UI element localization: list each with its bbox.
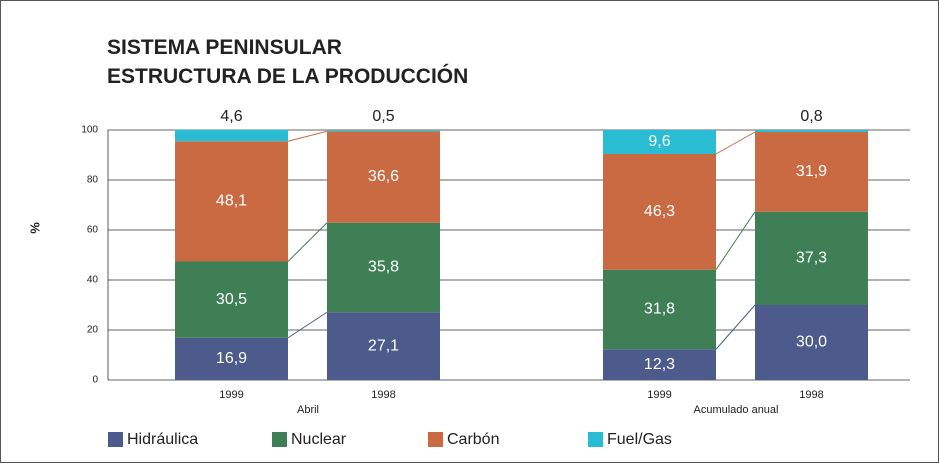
chart-title: SISTEMA PENINSULAR xyxy=(107,36,342,59)
bar-segment xyxy=(755,211,868,305)
legend-label: Fuel/Gas xyxy=(607,431,672,448)
x-tick-label: 1999 xyxy=(647,389,671,401)
x-tick-label: 1998 xyxy=(799,389,823,401)
connector xyxy=(287,222,328,262)
data-label: 46,3 xyxy=(644,203,675,220)
bar-segment xyxy=(603,269,716,350)
legend-swatch xyxy=(428,432,443,447)
bar-segment xyxy=(175,141,288,262)
data-label: 27,1 xyxy=(368,337,399,354)
data-label: 30,0 xyxy=(796,334,827,351)
connector xyxy=(287,311,328,339)
data-label: 30,5 xyxy=(216,291,247,308)
y-axis-label: % xyxy=(27,222,42,234)
data-label: 31,8 xyxy=(644,301,675,318)
bar-segment xyxy=(175,261,288,338)
bar-segment xyxy=(327,131,440,223)
data-label: 36,6 xyxy=(368,168,399,185)
bar-segment xyxy=(603,130,716,154)
bar-segment xyxy=(175,129,288,142)
bar-segment xyxy=(603,154,716,270)
connector xyxy=(287,130,328,142)
bar-segment xyxy=(327,312,440,380)
bar-segment xyxy=(327,130,440,132)
data-label: 31,9 xyxy=(796,163,827,180)
data-label: 0,8 xyxy=(800,108,822,125)
bar-segment xyxy=(327,222,440,313)
legend-swatch xyxy=(108,432,123,447)
y-tick-label: 20 xyxy=(87,325,99,336)
y-tick-label: 60 xyxy=(87,225,99,236)
data-label: 12,3 xyxy=(644,356,675,373)
data-label: 16,9 xyxy=(216,350,247,367)
data-label: 37,3 xyxy=(796,250,827,267)
connector xyxy=(715,211,756,271)
legend-swatch xyxy=(588,432,603,447)
y-tick-label: 80 xyxy=(87,175,99,186)
group-label: Abril xyxy=(297,404,319,416)
x-tick-label: 1998 xyxy=(371,389,395,401)
bar-segment xyxy=(755,130,868,132)
y-tick-label: 0 xyxy=(92,375,98,386)
bar-segment xyxy=(175,337,288,380)
bar-segment xyxy=(755,132,868,212)
data-label: 4,6 xyxy=(220,108,242,125)
connector xyxy=(715,304,756,350)
chart-subtitle: ESTRUCTURA DE LA PRODUCCIÓN xyxy=(107,64,468,88)
data-label: 0,5 xyxy=(372,108,394,125)
bar-segment xyxy=(603,349,716,380)
x-tick-label: 1999 xyxy=(219,389,243,401)
y-tick-label: 40 xyxy=(87,275,99,286)
y-tick-label: 100 xyxy=(81,125,98,136)
data-label: 48,1 xyxy=(216,193,247,210)
data-label: 35,8 xyxy=(368,259,399,276)
group-label: Acumulado anual xyxy=(693,404,778,416)
connector xyxy=(715,131,756,155)
legend-label: Nuclear xyxy=(291,431,347,448)
legend-swatch xyxy=(272,432,287,447)
bar-segment xyxy=(755,305,868,380)
legend-label: Hidráulica xyxy=(127,431,198,448)
data-label: 9,6 xyxy=(648,133,670,150)
legend-label: Carbón xyxy=(447,431,499,448)
